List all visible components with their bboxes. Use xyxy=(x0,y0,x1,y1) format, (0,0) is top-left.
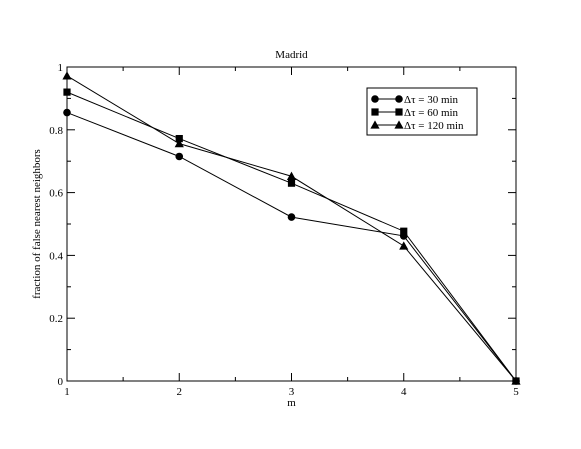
data-point xyxy=(287,213,296,221)
data-point xyxy=(286,171,297,180)
series-line xyxy=(66,112,517,382)
legend-item: Δτ = 30 min xyxy=(371,94,459,106)
series-layer xyxy=(62,71,521,385)
data-point xyxy=(399,241,409,250)
data-point xyxy=(174,139,184,148)
x-tick-label: 5 xyxy=(513,386,519,398)
legend-label: Δτ = 30 min xyxy=(404,94,459,106)
x-axis-label: m xyxy=(287,397,296,409)
data-point xyxy=(287,179,296,187)
data-point xyxy=(63,88,71,96)
y-tick-label: 0.2 xyxy=(49,313,63,325)
data-point xyxy=(175,152,184,161)
x-tick-label: 1 xyxy=(64,386,70,398)
x-tick-label: 2 xyxy=(177,386,183,398)
y-axis-label: fraction of false nearest neighbors xyxy=(31,149,43,299)
axis-ticks: 1 2 3 4 5 0 0.2 0.4 0.6 0.8 1 xyxy=(49,62,519,398)
y-tick-label: 0.4 xyxy=(49,250,63,262)
legend-marker xyxy=(394,120,404,129)
data-point xyxy=(511,376,521,385)
y-tick-label: 0 xyxy=(58,376,64,388)
legend-item: Δτ = 120 min xyxy=(370,120,464,132)
y-tick-label: 0.6 xyxy=(49,188,63,200)
y-tick-label: 1 xyxy=(58,62,64,74)
series-3 xyxy=(62,71,521,385)
data-point xyxy=(400,227,408,235)
y-tick-label: 0.8 xyxy=(49,125,63,137)
legend-marker xyxy=(371,95,379,103)
x-tick-label: 4 xyxy=(401,386,407,398)
series-1 xyxy=(63,108,520,385)
data-point xyxy=(62,71,72,80)
chart-title: Madrid xyxy=(275,49,308,61)
data-point xyxy=(63,108,71,117)
legend-marker xyxy=(371,108,379,116)
data-point xyxy=(175,134,183,143)
legend-item: Δτ = 60 min xyxy=(371,107,459,119)
legend-label: Δτ = 120 min xyxy=(404,120,464,132)
x-tick-label: 3 xyxy=(289,386,295,398)
legend-marker xyxy=(395,108,403,116)
legend-marker xyxy=(370,120,380,129)
legend-label: Δτ = 60 min xyxy=(404,107,459,119)
legend-marker xyxy=(395,95,403,103)
